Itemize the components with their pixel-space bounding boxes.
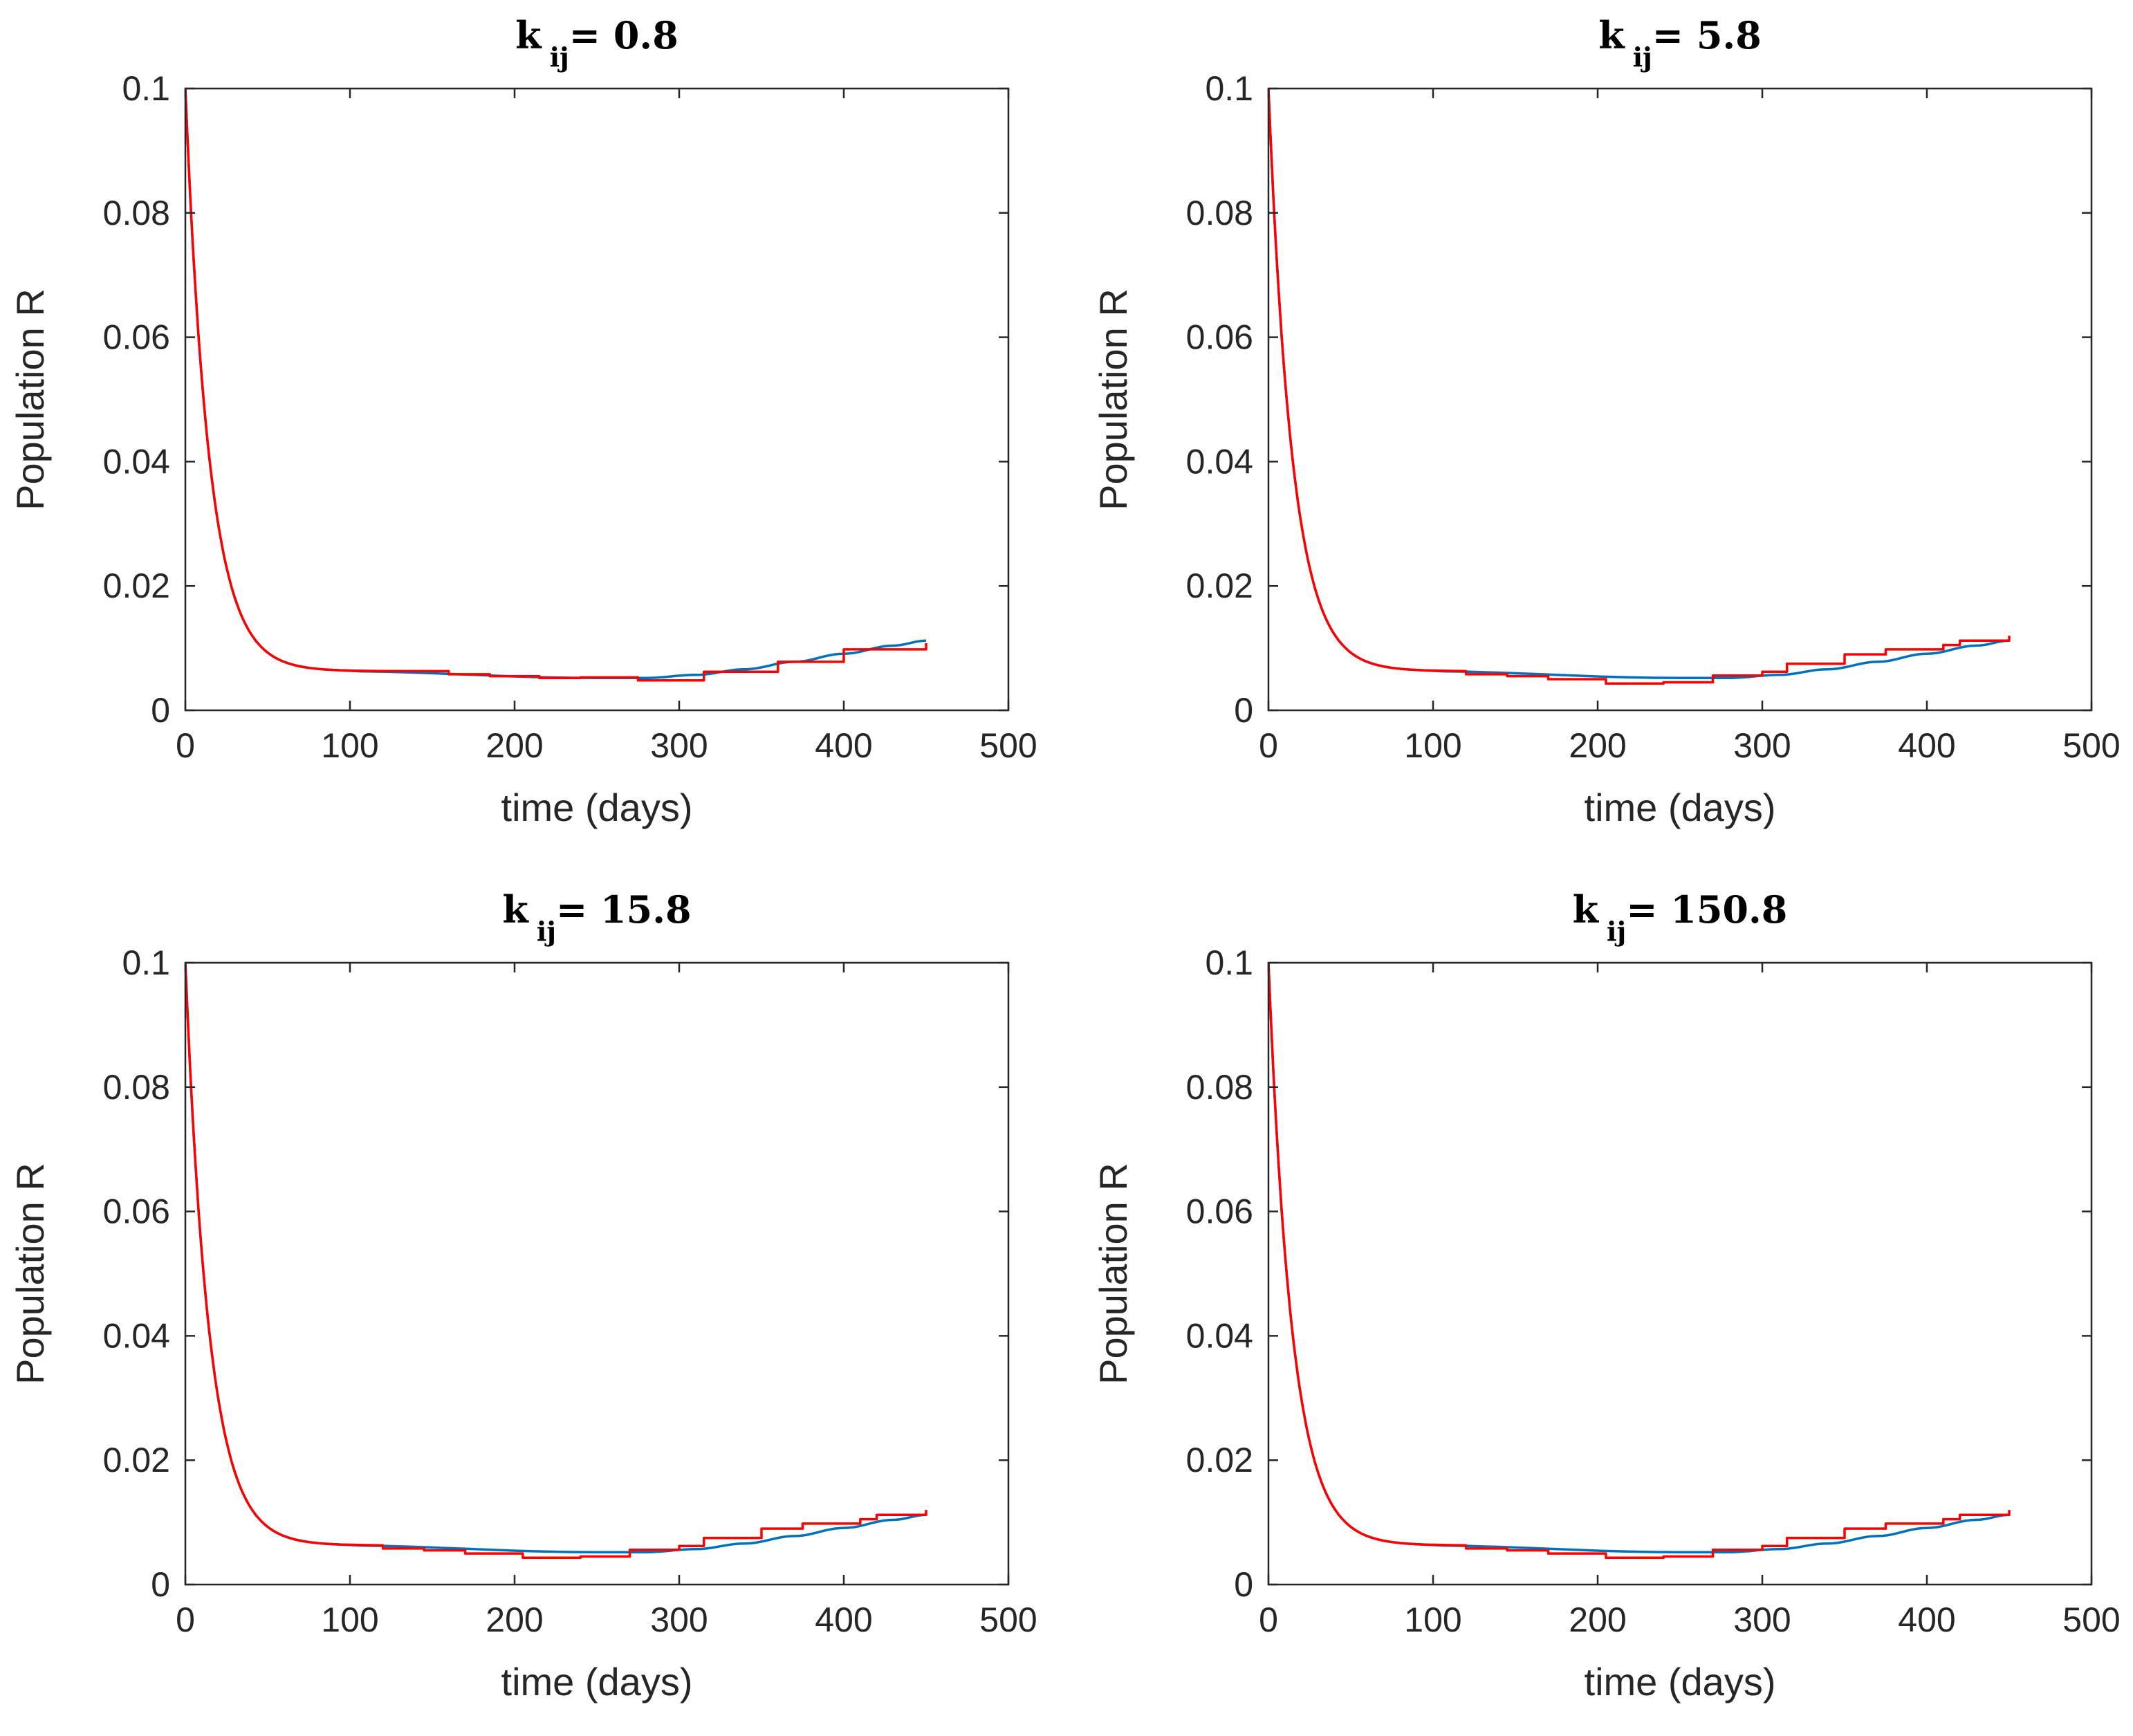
series-group (1268, 89, 2011, 685)
y-tick-label: 0.08 (103, 1068, 170, 1107)
title-value: = 5.8 (1652, 13, 1762, 57)
y-tick-label: 0.08 (1186, 1068, 1253, 1107)
axes-frame (1267, 87, 2093, 712)
y-tick-label: 0.04 (103, 1316, 170, 1355)
y-tick-label: 0.04 (1186, 442, 1253, 481)
x-tick-label: 400 (1898, 1600, 1955, 1639)
subplot-kij-150-8: 0 100 200 300 400 500 0 0.02 0.04 0.06 0.08 0.1 time… (1091, 887, 2121, 1703)
x-tick-label: 500 (2062, 1600, 2120, 1639)
title-subscript: ij (537, 916, 556, 947)
x-tick-label: 100 (321, 1600, 378, 1639)
series-group (1268, 963, 2011, 1560)
title-subscript: ij (1607, 916, 1626, 947)
x-tick-label: 0 (1259, 1600, 1278, 1639)
subplot-kij-15-8: 0 100 200 300 400 500 0 0.02 0.04 0.06 0.08 0.1 time… (8, 887, 1037, 1703)
plot-area (185, 89, 1008, 710)
title-prefix: k (502, 887, 529, 932)
x-tick-label: 300 (650, 1600, 708, 1639)
chart-title: k ij= 15.8 (502, 887, 691, 947)
title-subscript: ij (550, 41, 569, 73)
series-line-stochastic (185, 963, 927, 1560)
subplot-kij-0-8: 0 100 200 300 400 500 0 0.02 0.04 0.06 0.08 0.1 time… (8, 13, 1037, 829)
y-tick-label: 0.06 (1186, 318, 1253, 357)
x-tick-label: 400 (815, 1600, 872, 1639)
y-tick-label: 0.04 (103, 442, 170, 481)
x-axis-label: time (days) (501, 1660, 693, 1703)
chart-title: k ij= 150.8 (1573, 887, 1788, 947)
x-tick-label: 400 (1898, 726, 1955, 765)
y-tick-label: 0.04 (1186, 1316, 1253, 1355)
x-axis-label: time (days) (501, 786, 693, 829)
series-line-stochastic (1268, 89, 2011, 685)
x-tick-label: 500 (2062, 726, 2120, 765)
y-axis-label: Population R (1091, 288, 1135, 510)
x-tick-label: 300 (650, 726, 708, 765)
x-axis-label: time (days) (1585, 786, 1776, 829)
y-tick-label: 0.1 (122, 943, 170, 982)
series-line-stochastic (185, 89, 927, 682)
x-tick-label: 400 (815, 726, 872, 765)
title-prefix: k (1573, 887, 1600, 932)
y-axis-label: Population R (1091, 1163, 1135, 1385)
x-tick-label: 200 (486, 1600, 543, 1639)
x-tick-label: 100 (1404, 1600, 1461, 1639)
plot-area (185, 963, 1008, 1585)
x-tick-label: 100 (1404, 726, 1461, 765)
subplot-kij-5-8: 0 100 200 300 400 500 0 0.02 0.04 0.06 0.08 0.1 time… (1091, 13, 2121, 829)
y-tick-label: 0.08 (103, 194, 170, 232)
y-tick-label: 0.1 (1205, 943, 1253, 982)
title-value: = 150.8 (1626, 887, 1787, 932)
axes-frame (184, 961, 1010, 1586)
title-value: = 15.8 (556, 887, 692, 932)
axes-frame (1267, 961, 2093, 1586)
series-group (185, 89, 927, 682)
plot-area (1268, 963, 2092, 1585)
y-tick-label: 0 (1234, 1565, 1253, 1604)
x-axis-label: time (days) (1585, 1660, 1776, 1703)
y-axis-label: Population R (8, 1163, 52, 1385)
x-tick-label: 0 (176, 1600, 195, 1639)
x-tick-label: 0 (176, 726, 195, 765)
y-tick-label: 0.1 (122, 69, 170, 108)
x-tick-label: 200 (1569, 1600, 1626, 1639)
x-tick-label: 200 (1569, 726, 1626, 765)
y-tick-label: 0.06 (1186, 1192, 1253, 1231)
x-tick-label: 200 (486, 726, 543, 765)
y-axis-label: Population R (8, 288, 52, 510)
y-tick-label: 0.1 (1205, 69, 1253, 108)
x-tick-label: 300 (1733, 726, 1791, 765)
y-tick-label: 0.02 (103, 566, 170, 605)
plot-area (1268, 89, 2092, 710)
y-tick-label: 0.02 (1186, 566, 1253, 605)
chart-title: k ij= 0.8 (515, 13, 678, 73)
series-group (185, 963, 927, 1560)
title-prefix: k (515, 13, 542, 57)
chart-title: k ij= 5.8 (1598, 13, 1762, 73)
x-tick-label: 0 (1259, 726, 1278, 765)
y-tick-label: 0.02 (103, 1441, 170, 1479)
axes-frame (184, 87, 1010, 712)
x-tick-label: 500 (979, 1600, 1037, 1639)
series-line-stochastic (1268, 963, 2011, 1560)
x-tick-label: 100 (321, 726, 378, 765)
y-tick-label: 0.06 (103, 318, 170, 357)
y-tick-label: 0 (151, 1565, 170, 1604)
title-value: = 0.8 (569, 13, 678, 57)
y-tick-label: 0.02 (1186, 1441, 1253, 1479)
y-tick-label: 0 (1234, 691, 1253, 730)
x-tick-label: 300 (1733, 1600, 1791, 1639)
x-tick-label: 500 (979, 726, 1037, 765)
y-tick-label: 0.06 (103, 1192, 170, 1231)
y-tick-label: 0.08 (1186, 194, 1253, 232)
title-subscript: ij (1633, 41, 1652, 73)
title-prefix: k (1598, 13, 1625, 57)
y-tick-label: 0 (151, 691, 170, 730)
